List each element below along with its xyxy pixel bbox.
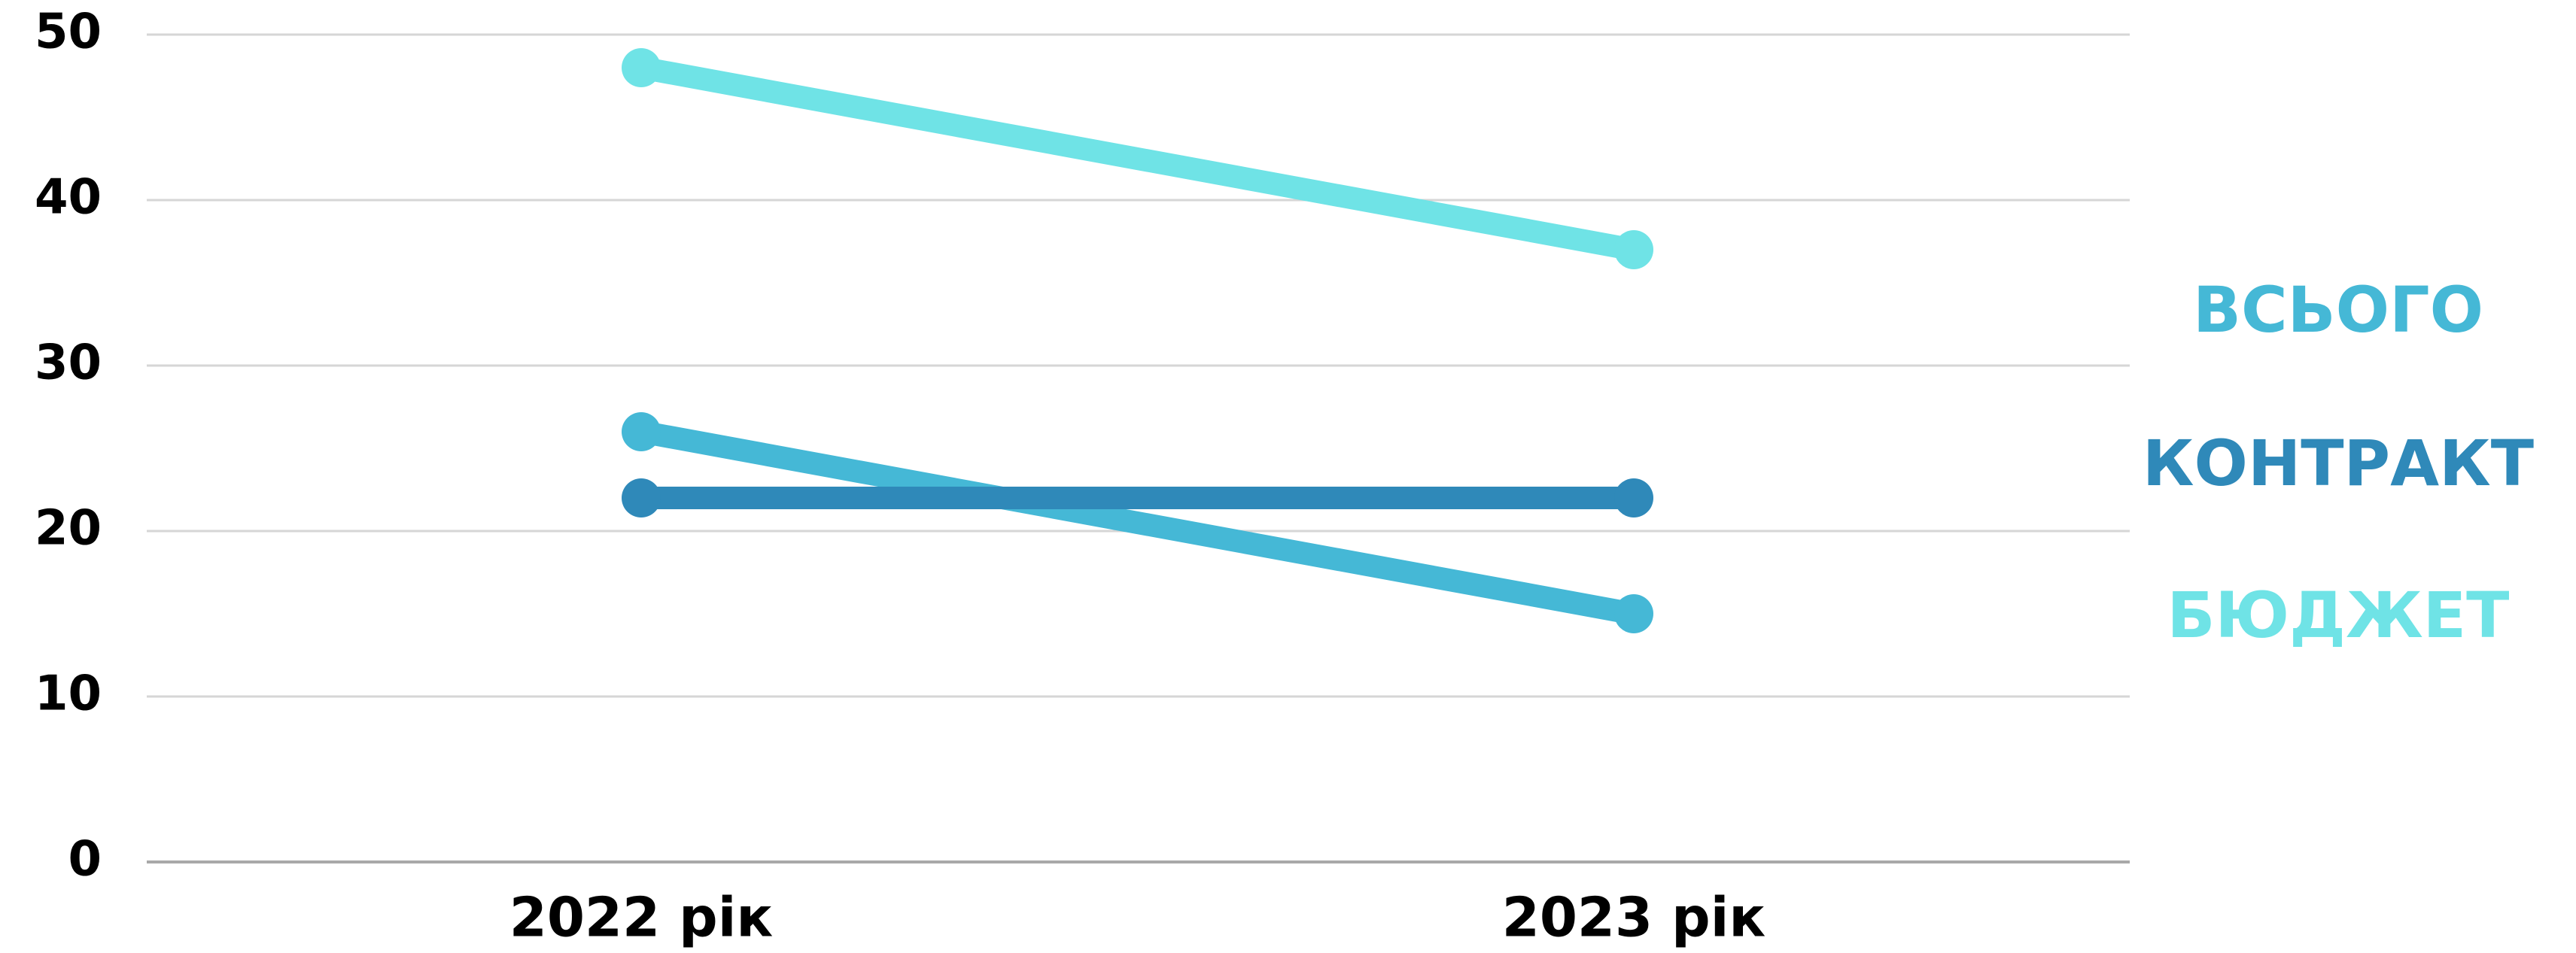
data-point [1614,230,1653,269]
x-category-label: 2022 рік [509,886,774,949]
x-axis-category-labels: 2022 рік 2023 рік [509,886,1766,949]
y-tick-label: 40 [35,170,102,226]
series-1 [622,48,1653,269]
series-3 [622,412,1653,633]
y-tick-label: 50 [35,5,102,60]
data-point [622,48,661,87]
y-tick-label: 10 [35,666,102,722]
series-line [630,420,1645,625]
legend: ВСЬОГО КОНТРАКТ БЮДЖЕТ [2143,273,2534,652]
series-lines [622,48,1653,633]
y-tick-label: 20 [35,501,102,557]
data-point [622,478,661,517]
data-point [1614,594,1653,633]
data-point [1614,478,1653,517]
data-point [622,412,661,451]
series-2 [622,478,1653,517]
legend-label: ВСЬОГО [2193,273,2483,347]
legend-label: КОНТРАКТ [2143,426,2534,500]
y-tick-label: 0 [68,832,102,888]
series-line [630,56,1645,261]
legend-label: БЮДЖЕТ [2167,578,2510,652]
y-tick-label: 30 [35,335,102,391]
x-category-label: 2023 рік [1502,886,1766,949]
y-axis-tick-labels: 0 10 20 30 40 50 [35,5,102,888]
